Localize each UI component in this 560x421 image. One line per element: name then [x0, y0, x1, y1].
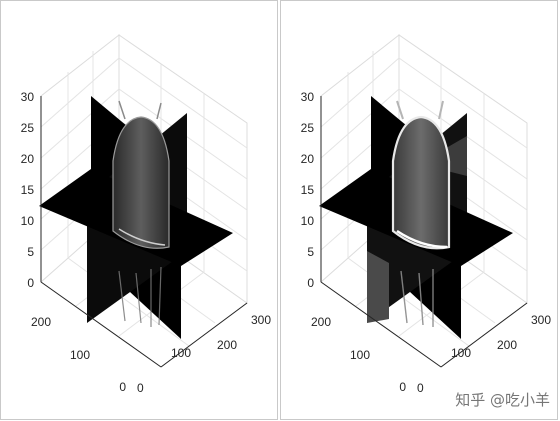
z-tick-label: 15	[21, 183, 35, 197]
right-3d-slice-plot: 0 5 10 15 20 25 30 0 100 200 0 100 200 3…	[301, 33, 551, 395]
x-tick-label: 100	[451, 346, 471, 360]
x-tick-label: 200	[497, 338, 517, 352]
x-tick-label: 300	[251, 313, 271, 327]
z-tick-label: 0	[27, 276, 34, 290]
left-figure-panel: 0 5 10 15 20 25 30 0 100 200 0 100 200 3…	[0, 0, 278, 420]
left-3d-slice-plot: 0 5 10 15 20 25 30 0 100 200 0 100 200 3…	[21, 33, 271, 395]
y-tick-label: 100	[350, 348, 370, 362]
z-tick-label: 20	[301, 152, 315, 166]
y-tick-label: 100	[70, 348, 90, 362]
y-tick-labels: 0 100 200	[31, 315, 126, 394]
x-tick-label: 100	[171, 346, 191, 360]
z-tick-label: 10	[301, 214, 315, 228]
z-tick-label: 20	[21, 152, 35, 166]
z-tick-labels: 0 5 10 15 20 25 30	[21, 90, 35, 290]
object-body	[112, 116, 170, 249]
slice-shading	[367, 251, 389, 323]
z-tick-label: 25	[21, 121, 35, 135]
y-tick-label: 200	[311, 315, 331, 329]
y-tick-label: 0	[119, 380, 126, 394]
z-tick-labels: 0 5 10 15 20 25 30	[301, 90, 315, 290]
object-rim	[396, 229, 448, 249]
z-tick-label: 5	[307, 245, 314, 259]
right-figure-panel: 0 5 10 15 20 25 30 0 100 200 0 100 200 3…	[280, 0, 558, 420]
x-tick-label: 0	[417, 381, 424, 395]
z-tick-label: 5	[27, 245, 34, 259]
x-tick-labels: 0 100 200 300	[417, 313, 551, 395]
y-tick-label: 0	[399, 380, 406, 394]
z-tick-label: 10	[21, 214, 35, 228]
z-tick-label: 25	[301, 121, 315, 135]
x-tick-label: 300	[531, 313, 551, 327]
lower-signal-streaks	[400, 269, 434, 327]
x-tick-labels: 0 100 200 300	[137, 313, 271, 395]
watermark-text: 知乎 @吃小羊	[455, 391, 550, 409]
y-tick-label: 200	[31, 315, 51, 329]
x-tick-label: 0	[137, 381, 144, 395]
z-tick-label: 15	[301, 183, 315, 197]
object-body	[391, 115, 451, 250]
z-tick-label: 30	[21, 90, 35, 104]
x-tick-label: 200	[217, 338, 237, 352]
x-axis-line	[440, 302, 528, 368]
upper-streaks	[396, 100, 444, 120]
x-axis-line	[160, 302, 248, 368]
z-tick-label: 30	[301, 90, 315, 104]
y-axis-line	[320, 281, 442, 368]
upper-streaks	[118, 100, 162, 120]
object-rim	[118, 228, 166, 246]
lower-signal-streaks	[118, 266, 162, 327]
z-tick-label: 0	[307, 276, 314, 290]
y-tick-labels: 0 100 200	[311, 315, 406, 394]
y-axis-line	[40, 281, 162, 368]
